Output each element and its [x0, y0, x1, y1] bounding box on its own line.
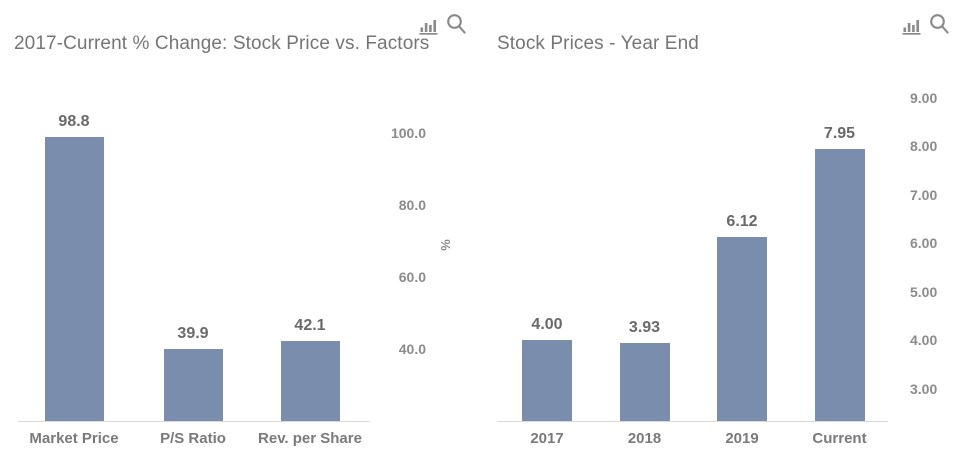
x-category-label: 2019 — [725, 430, 759, 447]
bar-value-label: 3.93 — [628, 319, 661, 337]
x-category-label: Current — [812, 430, 867, 447]
bar-current — [814, 148, 865, 421]
bar-2018 — [619, 343, 670, 421]
x-category-label: Rev. per Share — [258, 430, 362, 447]
bar-value-label: 6.12 — [726, 213, 758, 231]
y-axis-tick-label: 8.00 — [910, 138, 938, 155]
bar-rev-per-share — [280, 341, 340, 421]
y-axis-tick-label: 5.00 — [910, 283, 938, 300]
bar-value-label: 39.9 — [177, 325, 209, 343]
y-axis-tick-label: 6.00 — [910, 235, 938, 252]
plot-area: 100.0 80.0 60.0 40.0% 98.8 Market Price 39.9 P/… — [0, 0, 470, 472]
bar-p-s-ratio — [163, 349, 223, 421]
chart-title: 2017-Current % Change: Stock Price vs. F… — [14, 33, 430, 54]
bar-market-price — [44, 137, 104, 421]
x-category-label: 2018 — [627, 430, 662, 447]
y-axis-tick-label: 40.0 — [398, 341, 426, 357]
y-axis-tick-label: 100.0 — [390, 125, 426, 141]
y-axis-tick-label: 3.00 — [910, 380, 938, 397]
bar-2017 — [522, 340, 572, 421]
x-axis-line — [18, 421, 370, 422]
chart-panel-pct-change: 2017-Current % Change: Stock Price vs. F… — [0, 0, 470, 472]
chart-toolbar — [417, 12, 468, 37]
bar-value-label: 7.95 — [823, 124, 856, 142]
chart-title: Stock Prices - Year End — [497, 33, 699, 54]
y-axis-tick-label: 4.00 — [910, 332, 938, 349]
chart-toolbar — [900, 12, 951, 37]
x-category-label: P/S Ratio — [160, 430, 226, 447]
bar-value-label: 42.1 — [294, 317, 326, 335]
bar-chart-icon[interactable] — [417, 12, 440, 37]
y-axis-tick-label: 9.00 — [910, 89, 938, 106]
chart-panel-stock-prices: Stock Prices - Year End — [480, 0, 958, 472]
bar-value-label: 98.8 — [58, 113, 90, 131]
y-axis-title: % — [438, 239, 453, 251]
magnifier-icon[interactable] — [928, 12, 951, 37]
magnifier-icon[interactable] — [445, 12, 468, 37]
x-category-label: Market Price — [29, 430, 119, 447]
bar-value-label: 4.00 — [531, 316, 563, 334]
y-axis-tick-label: 80.0 — [398, 197, 426, 213]
bar-chart-icon[interactable] — [900, 12, 923, 37]
y-axis-tick-label: 7.00 — [910, 186, 938, 203]
y-axis-tick-label: 60.0 — [398, 269, 426, 285]
x-category-label: 2017 — [530, 430, 564, 447]
x-axis-line — [497, 421, 888, 422]
bar-2019 — [717, 237, 767, 421]
plot-area: 9.00 8.00 7.00 6.00 5.00 4.00 3.00 4.00 2017 3.93… — [480, 0, 958, 472]
